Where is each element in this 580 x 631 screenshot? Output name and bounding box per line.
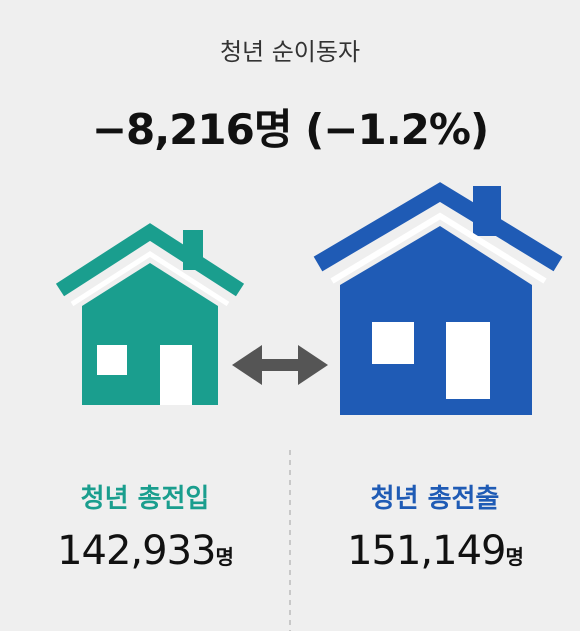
outflow-label: 청년 총전출 (370, 484, 500, 514)
outflow-value-box: 151,149명 (290, 528, 580, 574)
chimney (183, 230, 203, 270)
inflow-label: 청년 총전입 (80, 484, 210, 514)
outflow-value: 151,149 (347, 528, 506, 574)
headline: −8,216명 (−1.2%) (91, 105, 489, 154)
roof (55, 223, 245, 297)
door (160, 345, 192, 405)
chimney (473, 186, 501, 236)
inflow-unit: 명 (215, 545, 234, 569)
roof (313, 182, 563, 272)
title: 청년 순이동자 (219, 38, 361, 66)
inflow-value: 142,933 (57, 528, 216, 574)
double-arrow (232, 345, 328, 385)
door (446, 322, 490, 399)
roof-line (330, 212, 547, 284)
window (372, 322, 414, 364)
window (97, 345, 127, 375)
inflow-value-box: 142,933명 (0, 528, 290, 574)
outflow-unit: 명 (505, 545, 524, 569)
roof-line (70, 251, 230, 307)
